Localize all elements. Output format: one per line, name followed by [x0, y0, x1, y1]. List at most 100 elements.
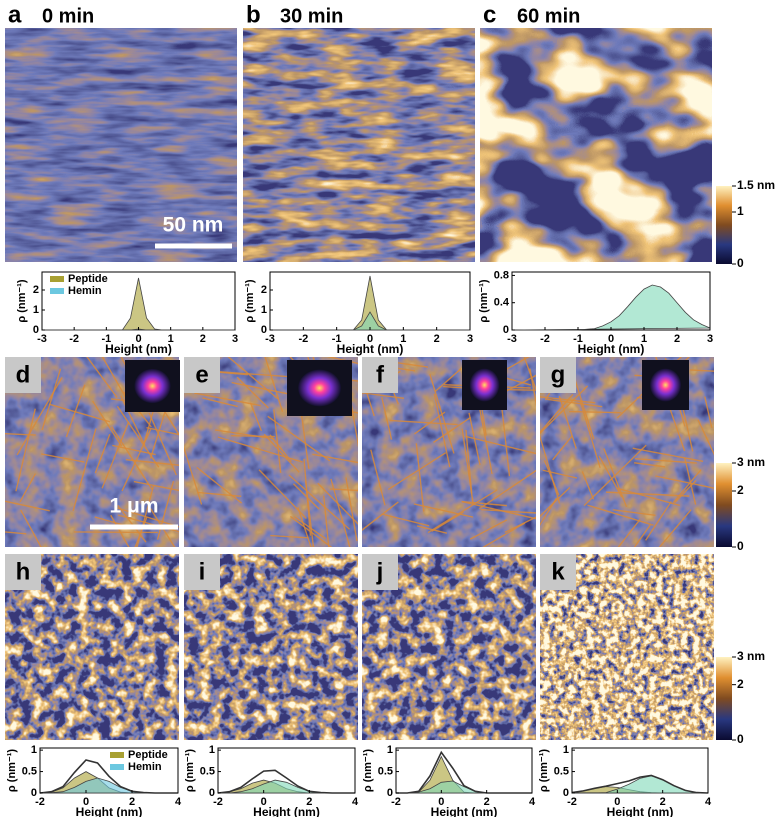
legend-swatch: [110, 764, 124, 770]
x-tick-label: 2: [434, 333, 440, 345]
fibril: [267, 415, 331, 462]
colorbar-tick-label: 3 nm: [737, 649, 765, 663]
panel-title: 0 min: [42, 5, 94, 27]
afm-image: [5, 28, 237, 262]
fibril: [273, 409, 282, 473]
colorbar: [716, 657, 732, 740]
y-tick-label: 0: [33, 324, 39, 336]
density-curve: [511, 284, 711, 331]
panel-label: a: [8, 1, 22, 28]
panel-label: k: [551, 558, 565, 585]
x-tick-label: 1: [641, 333, 647, 345]
fibril: [381, 513, 430, 527]
fibril: [149, 406, 168, 459]
fibril: [645, 501, 672, 541]
legend-label: Hemin: [128, 761, 162, 773]
x-axis-label: Height (nm): [76, 805, 143, 817]
fibril: [20, 509, 42, 547]
label-box: [5, 357, 41, 393]
legend-swatch: [50, 276, 64, 282]
fibril: [504, 516, 536, 534]
fibril: [133, 480, 179, 492]
x-tick-label: 2: [306, 796, 312, 808]
fibril: [658, 509, 692, 547]
fibril: [617, 518, 641, 547]
fibril: [48, 403, 111, 423]
panel-label: e: [195, 361, 208, 388]
fibril: [227, 357, 279, 400]
fibril: [297, 507, 312, 547]
fibril: [370, 449, 386, 506]
y-tick-label: 0: [387, 787, 393, 799]
x-tick-label: 3: [467, 333, 473, 345]
fibril: [434, 368, 462, 393]
fibril: [217, 436, 303, 463]
afm-image: [480, 28, 712, 262]
fibril: [156, 480, 175, 540]
scale-bar-label: 50 nm: [163, 214, 224, 237]
fibril: [583, 444, 647, 507]
fibril: [697, 419, 714, 456]
fibril: [249, 402, 263, 432]
fibril: [16, 377, 63, 456]
fibril: [603, 448, 628, 508]
fibril: [605, 491, 690, 497]
fft-pattern: [134, 368, 171, 404]
panel-label: h: [16, 558, 31, 585]
colorbar-tick-label: 0: [737, 256, 744, 270]
fibril: [632, 447, 704, 463]
scale-bar-label: 1 μm: [109, 495, 158, 518]
fibril: [41, 453, 85, 463]
x-tick-label: 0: [83, 796, 89, 808]
fibril: [292, 483, 320, 510]
fibril: [389, 419, 458, 426]
x-tick-label: -2: [540, 333, 550, 345]
x-tick-label: 2: [674, 333, 680, 345]
fibril: [540, 396, 596, 404]
fibril: [431, 511, 465, 532]
fibril: [184, 445, 203, 505]
y-tick-label: 0: [261, 324, 267, 336]
fibril: [289, 515, 333, 547]
fibril: [117, 504, 147, 543]
fft-pattern: [469, 368, 500, 402]
panel-label: g: [551, 361, 566, 388]
fibril: [213, 370, 299, 379]
fibril: [41, 368, 62, 431]
label-box: [184, 357, 220, 393]
fibril: [270, 534, 309, 539]
x-tick-label: 0: [367, 333, 373, 345]
y-axis-label: ρ (nm⁻¹): [478, 279, 490, 322]
y-tick-label: 1: [33, 304, 39, 316]
fibril: [362, 392, 405, 399]
fibril: [427, 489, 498, 534]
x-tick-label: 1: [168, 333, 174, 345]
x-tick-label: 0: [608, 333, 614, 345]
x-tick-label: 4: [352, 796, 359, 808]
y-tick-label: 0.8: [494, 269, 509, 281]
fibril: [116, 405, 160, 468]
fibril: [312, 453, 358, 464]
x-tick-label: 4: [529, 796, 536, 808]
x-tick-label: 3: [707, 333, 713, 345]
fibril: [540, 393, 574, 434]
fibril: [231, 381, 292, 396]
fibril: [149, 507, 176, 547]
fibril: [461, 500, 507, 507]
fibril: [552, 435, 573, 461]
x-tick-label: -3: [37, 333, 47, 345]
y-tick-label: 0: [209, 787, 215, 799]
fibril: [546, 398, 603, 408]
panel-label: j: [376, 558, 384, 585]
y-tick-label: 0: [563, 787, 569, 799]
fibril: [263, 433, 300, 473]
y-tick-label: 0.5: [200, 765, 215, 777]
x-axis-label: Height (nm): [105, 342, 172, 356]
fibril: [236, 376, 269, 409]
fibril: [101, 421, 130, 489]
fibril: [73, 531, 158, 534]
colorbar: [716, 463, 732, 547]
fibril: [196, 466, 243, 504]
x-tick-label: -2: [298, 333, 308, 345]
y-axis-label: ρ (nm⁻¹): [362, 749, 374, 792]
